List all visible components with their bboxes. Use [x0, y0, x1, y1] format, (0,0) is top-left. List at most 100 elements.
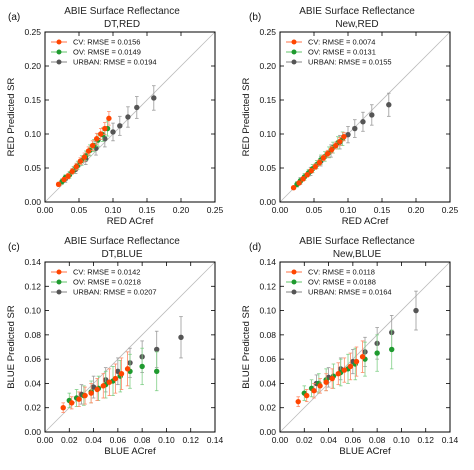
data-point-cv [106, 115, 112, 122]
data-point-cv [93, 136, 100, 142]
panel-b-label: (b) [249, 12, 261, 23]
data-point-cv [328, 146, 335, 153]
data-point-cv [341, 134, 347, 140]
x-axis-label: RED ACref [342, 216, 389, 227]
data-point-urban [345, 131, 351, 138]
panel-d-plot: 0.00 0.02 0.04 0.06 0.08 0.10 0.12 0.14 0.00 0.02… [241, 257, 459, 457]
data-point-urban [369, 112, 375, 118]
data-point-cv [106, 379, 113, 385]
data-point-urban [352, 125, 358, 132]
series-cv [295, 340, 366, 407]
y-tick-label: 0.00 [24, 427, 41, 437]
data-point-cv [65, 173, 71, 179]
data-point-urban [125, 114, 131, 120]
x-tick-label: 0.04 [85, 435, 102, 445]
x-tick-label: 0.00 [272, 435, 289, 445]
y-tick-label: 0.20 [259, 61, 276, 71]
x-tick-label: 0.04 [320, 435, 337, 445]
data-point-cv [88, 390, 94, 396]
data-point-urban [386, 102, 392, 108]
panel-a-title: ABIE Surface Reflectance [64, 6, 180, 17]
x-tick-label: 0.10 [158, 435, 175, 445]
legend-marker-urban [56, 289, 62, 295]
data-point-cv [335, 371, 341, 377]
x-tick-label: 0.10 [105, 205, 122, 215]
y-tick-label: 0.06 [259, 354, 276, 364]
data-point-cv [81, 154, 88, 160]
axes-frame [44, 261, 216, 433]
series-cv [60, 351, 131, 413]
x-tick-label: 0.15 [374, 205, 391, 215]
data-point-cv [89, 142, 96, 149]
panel-d-subtitle: New,BLUE [333, 249, 382, 260]
legend-entry-ov: OV: RMSE = 0.0149 [73, 48, 141, 57]
data-point-cv [112, 375, 119, 382]
legend-entry-urban: URBAN: RMSE = 0.0207 [73, 288, 157, 297]
data-point-cv [353, 358, 360, 365]
y-tick-label: 0.08 [259, 330, 276, 340]
data-point-ov [139, 363, 145, 370]
data-point-urban [360, 119, 366, 125]
legend-marker-ov [291, 49, 297, 55]
y-tick-label: 0.15 [24, 95, 41, 105]
y-tick-label: 0.15 [259, 95, 276, 105]
x-tick-label: 0.08 [134, 435, 151, 445]
axes-frame [279, 31, 451, 203]
y-tick-label: 0.05 [24, 163, 41, 173]
y-tick-label: 0.02 [259, 403, 276, 413]
y-tick-label: 0.12 [259, 281, 276, 291]
y-tick-label: 0.12 [24, 281, 41, 291]
panel-c-label: (c) [8, 242, 20, 253]
x-axis-label: BLUE ACref [104, 446, 156, 457]
x-tick-label: 0.05 [306, 205, 323, 215]
legend-marker-urban [56, 59, 62, 65]
x-tick-label: 0.25 [207, 205, 224, 215]
x-tick-label: 0.08 [369, 435, 386, 445]
panel-c: (c) ABIE Surface Reflectance DT,BLUE 0.0… [6, 236, 224, 457]
x-tick-label: 0.00 [37, 205, 54, 215]
data-point-cv [333, 142, 339, 149]
legend-entry-cv: CV: RMSE = 0.0156 [73, 38, 140, 47]
data-point-cv [304, 392, 310, 399]
x-tick-label: 0.10 [393, 435, 410, 445]
data-point-cv [77, 158, 84, 164]
legend-entry-cv: CV: RMSE = 0.0074 [308, 38, 375, 47]
x-tick-label: 0.05 [71, 205, 88, 215]
x-tick-label: 0.00 [37, 435, 54, 445]
panel-a-label: (a) [8, 12, 20, 23]
legend-entry-urban: URBAN: RMSE = 0.0194 [73, 58, 157, 67]
x-tick-label: 0.20 [173, 205, 190, 215]
x-tick-label: 0.14 [207, 435, 224, 445]
data-point-cv [55, 181, 62, 188]
data-point-urban [117, 123, 123, 129]
data-point-cv [296, 180, 302, 186]
panel-c-subtitle: DT,BLUE [101, 249, 142, 260]
legend-marker-cv [56, 269, 62, 275]
x-axis-label: BLUE ACref [339, 446, 391, 457]
legend-marker-ov [56, 49, 62, 55]
y-tick-label: 0.05 [259, 163, 276, 173]
data-point-cv [347, 363, 354, 370]
legend-marker-urban [291, 59, 297, 65]
y-tick-label: 0.14 [259, 257, 276, 267]
y-tick-label: 0.04 [24, 378, 41, 388]
series-cv [55, 111, 112, 188]
x-tick-label: 0.25 [442, 205, 459, 215]
y-tick-label: 0.06 [24, 354, 41, 364]
data-point-cv [337, 138, 343, 145]
data-point-urban [178, 334, 184, 340]
panel-a-plot: 0.00 0.05 0.10 0.15 0.20 0.25 0.00 0.05 0.10 0.15… [6, 27, 224, 227]
legend-marker-ov [291, 279, 297, 285]
y-tick-label: 0.14 [24, 257, 41, 267]
data-point-urban [151, 95, 157, 101]
data-point-urban [413, 307, 419, 314]
data-point-cv [359, 354, 366, 360]
axes-frame [44, 31, 216, 203]
x-tick-label: 0.12 [417, 435, 434, 445]
y-axis-label: RED Predicted SR [6, 78, 17, 157]
data-point-ov [389, 346, 395, 353]
data-point-cv [323, 379, 329, 385]
data-point-cv [329, 375, 335, 382]
